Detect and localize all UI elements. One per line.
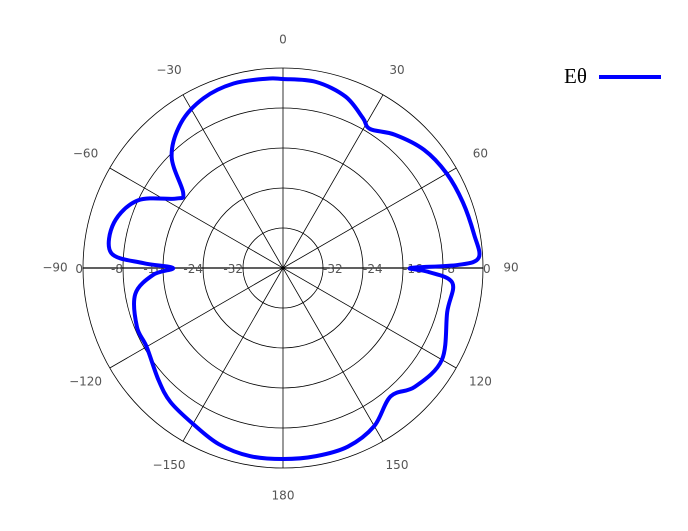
legend-swatch <box>598 74 661 79</box>
grid-spoke <box>182 94 384 442</box>
radius-tick-label: -8 <box>443 262 455 276</box>
angle-tick-label: 120 <box>469 375 492 389</box>
radius-tick-label: 0 <box>75 262 83 276</box>
angle-tick-label: −150 <box>153 458 186 472</box>
angle-tick-label: −60 <box>73 147 98 161</box>
angle-tick-labels: 0 30 60 90 120 150 180 −150 −120 −90 −60 −30 <box>42 33 518 503</box>
angle-tick-label: 0 <box>279 33 287 47</box>
radius-tick-label: -24 <box>363 262 383 276</box>
series-layer <box>106 76 482 461</box>
radius-tick-label: -32 <box>223 262 243 276</box>
legend: Eθ <box>564 64 661 89</box>
radius-tick-label: -8 <box>111 262 123 276</box>
series-line-e-theta <box>106 76 482 461</box>
radius-tick-label: -24 <box>183 262 203 276</box>
angle-tick-label: −30 <box>156 63 181 77</box>
angle-tick-label: 60 <box>473 147 488 161</box>
angle-tick-label: 150 <box>386 458 409 472</box>
angle-tick-label: 180 <box>272 489 295 503</box>
angle-tick-label: −90 <box>42 261 67 275</box>
angle-tick-label: 30 <box>389 63 404 77</box>
angle-tick-label: 90 <box>503 261 518 275</box>
radius-tick-labels: 0-8-16-24-320 -8 -16 -24 -32 <box>75 262 490 276</box>
radius-tick-label: -32 <box>323 262 343 276</box>
radius-tick-label: 0 <box>483 262 491 276</box>
legend-label: Eθ <box>564 64 587 88</box>
angle-tick-label: −120 <box>69 375 102 389</box>
